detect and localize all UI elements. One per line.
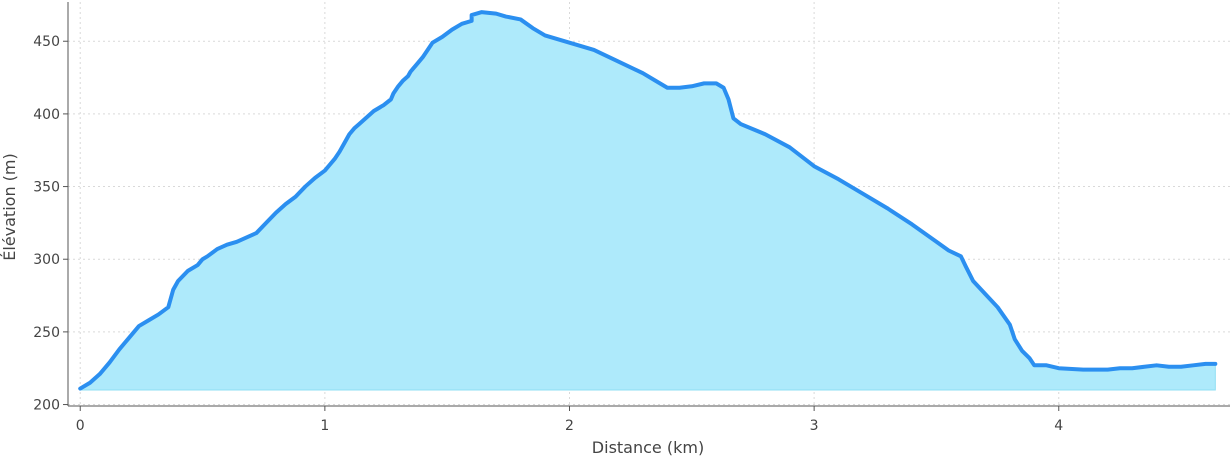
y-tick-label: 250 — [33, 325, 60, 341]
x-tick-label: 0 — [76, 418, 85, 434]
x-tick-label: 2 — [565, 418, 574, 434]
y-tick-label: 350 — [33, 180, 60, 196]
y-tick-label: 300 — [33, 252, 60, 268]
axes: 200 250 300 350 400 450 0 1 2 3 4 — [33, 2, 1230, 434]
y-tick-label: 200 — [33, 398, 60, 414]
y-tick-label: 400 — [33, 107, 60, 123]
y-axis-label: Élévation (m) — [0, 153, 19, 260]
x-axis-label: Distance (km) — [592, 438, 704, 457]
series-layer — [78, 10, 1218, 391]
x-tick-label: 3 — [810, 418, 819, 434]
elevation-area — [79, 11, 1216, 391]
y-tick-label: 450 — [33, 34, 60, 50]
elevation-line — [78, 10, 1218, 391]
x-tick-label: 4 — [1054, 418, 1063, 434]
x-tick-label: 1 — [320, 418, 329, 434]
